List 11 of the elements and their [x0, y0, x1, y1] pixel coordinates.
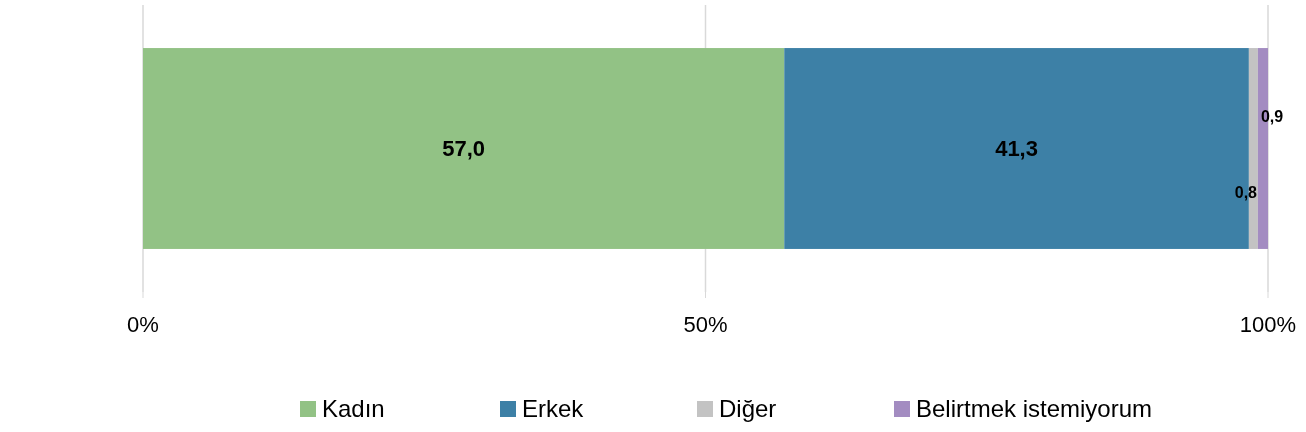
legend-label: Belirtmek istemiyorum	[916, 395, 1153, 422]
legend-label: Erkek	[522, 395, 585, 422]
data-label: 57,0	[442, 136, 486, 162]
x-tick-label: 100%	[1239, 312, 1297, 337]
legend-label: Kadın	[322, 395, 385, 422]
x-tick-label: 50%	[683, 312, 728, 337]
legend-label: Diğer	[719, 395, 777, 422]
data-label: 41,3	[995, 136, 1038, 162]
bar	[143, 48, 785, 249]
x-tick-label: 0%	[127, 312, 159, 337]
data-label: 0,9	[1260, 107, 1284, 125]
